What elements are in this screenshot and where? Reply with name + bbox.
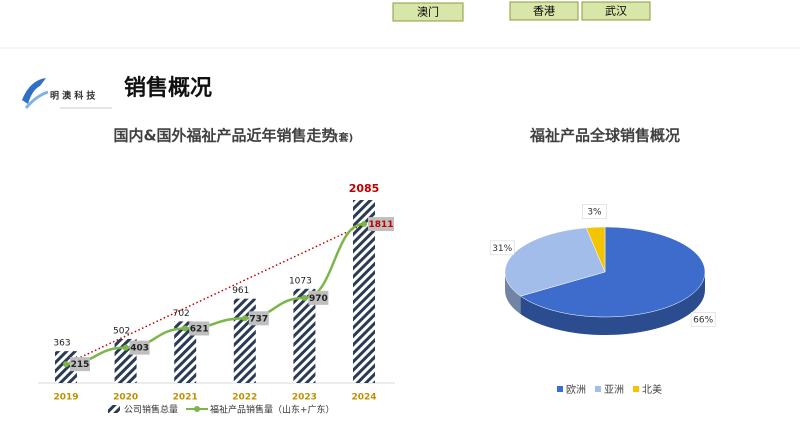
line-point xyxy=(122,344,129,351)
legend-swatch xyxy=(108,405,120,413)
x-tick-label: 2019 xyxy=(53,393,78,403)
line-point xyxy=(301,294,308,301)
line-label-box xyxy=(70,357,90,372)
button-label[interactable]: 澳门 xyxy=(417,5,439,19)
bar xyxy=(233,298,256,383)
legend-label: 亚洲 xyxy=(604,384,624,396)
line-value-label: 970 xyxy=(309,294,328,304)
bar-value-label: 702 xyxy=(173,309,190,319)
x-tick-label: 2022 xyxy=(232,393,257,403)
button-label[interactable]: 香港 xyxy=(533,5,555,18)
x-tick-label: 2021 xyxy=(173,393,198,403)
bar-value-label: 1073 xyxy=(289,276,312,286)
bar-value-label: 363 xyxy=(53,339,70,349)
line-value-label: 215 xyxy=(71,360,90,370)
chart-title: 福祉产品全球销售概况 xyxy=(529,127,680,145)
legend-label: 公司销售总量 xyxy=(124,404,178,416)
pie-label-box xyxy=(690,312,716,327)
button[interactable]: 香港 xyxy=(509,1,579,21)
legend-swatch xyxy=(595,386,601,392)
x-tick-label: 2023 xyxy=(292,393,317,403)
line-point xyxy=(241,315,248,322)
x-tick-label: 2020 xyxy=(113,393,138,403)
button-label[interactable]: 武汉 xyxy=(605,5,627,18)
legend-label: 欧洲 xyxy=(566,384,586,396)
bar-value-label: 2085 xyxy=(349,182,380,195)
legend-swatch xyxy=(633,386,639,392)
trendline xyxy=(65,223,365,365)
pie-side xyxy=(505,272,521,315)
line xyxy=(65,222,365,366)
pie-slice xyxy=(585,226,606,273)
pie-label: 31% xyxy=(492,244,512,254)
line-value-label: 737 xyxy=(249,314,268,324)
logo: 明 澳 科 技 xyxy=(22,78,112,109)
line-point xyxy=(63,361,69,368)
legend-swatch xyxy=(194,406,201,412)
pie-label: 66% xyxy=(693,315,713,325)
line-label-box xyxy=(189,321,210,336)
bar xyxy=(174,321,197,383)
pie-side xyxy=(520,272,705,335)
line-point xyxy=(361,221,367,228)
line-value-label: 1811 xyxy=(368,220,393,230)
button[interactable]: 武汉 xyxy=(581,1,651,21)
chart-title-unit: (套) xyxy=(334,131,353,144)
page-title: 销售概况 xyxy=(124,75,212,101)
line-value-label: 621 xyxy=(190,324,209,334)
legend-label: 北美 xyxy=(642,383,662,396)
button[interactable]: 澳门 xyxy=(392,2,464,22)
pie-label-box xyxy=(489,240,515,256)
line-value-label: 403 xyxy=(130,344,149,354)
bar xyxy=(353,200,375,383)
bar-value-label: 961 xyxy=(232,286,249,296)
x-tick-label: 2024 xyxy=(351,393,376,403)
bar xyxy=(293,288,316,383)
logo-text: 明 澳 科 技 xyxy=(50,90,96,102)
pie-label-box xyxy=(582,204,607,219)
legend-label: 福祉产品销售量（山东+广东） xyxy=(210,404,335,416)
legend-swatch xyxy=(557,386,563,392)
pie-label: 3% xyxy=(587,208,602,218)
chart-title: 国内&国外福祉产品近年销售走势 xyxy=(113,127,336,145)
line-point xyxy=(182,325,189,332)
bar-value-label: 502 xyxy=(113,326,130,336)
line-label-box xyxy=(248,311,269,326)
line-label-box xyxy=(308,290,329,305)
line-label-box xyxy=(368,217,394,232)
line-label-box xyxy=(129,340,150,355)
pie-slice xyxy=(519,226,706,318)
